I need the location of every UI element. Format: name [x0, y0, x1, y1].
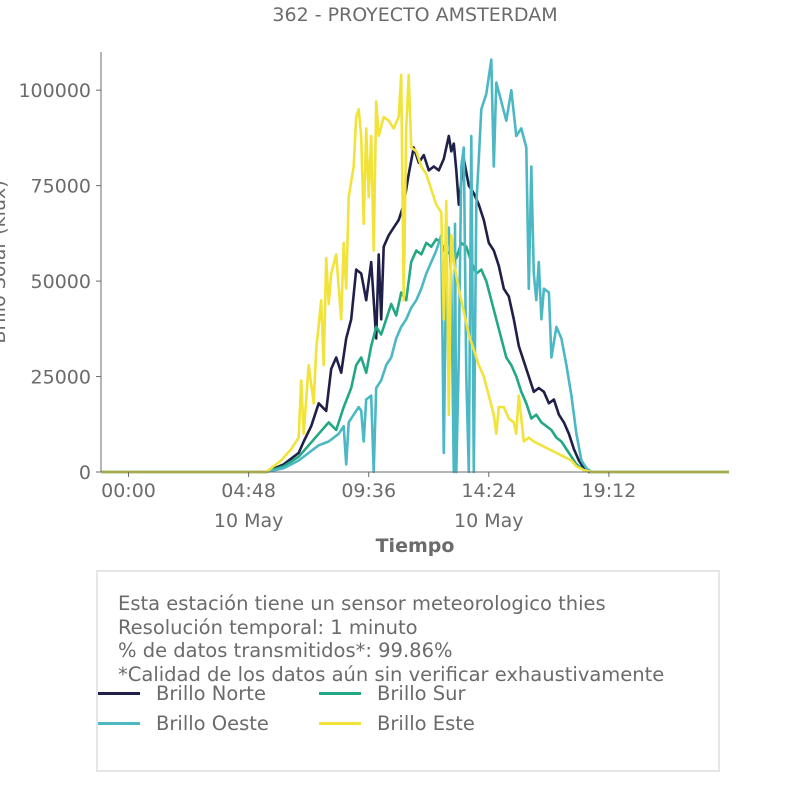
legend-label-sur: Brillo Sur	[377, 681, 466, 705]
legend-swatch-oeste	[98, 721, 140, 725]
line-chart: 362 - PROYECTO AMSTERDAM 0 25000 50000 7500…	[0, 4, 729, 557]
y-tick-label: 0	[79, 462, 91, 484]
legend-item-sur: Brillo Sur	[319, 679, 466, 707]
legend-item-oeste: Brillo Oeste	[98, 709, 269, 737]
info-panel: Esta estación tiene un sensor meteorolog…	[96, 570, 720, 772]
legend-item-norte: Brillo Norte	[98, 679, 266, 707]
legend-item-este: Brillo Este	[319, 709, 475, 737]
x-tick-date-label: 10 May	[454, 510, 524, 532]
chart-title: 362 - PROYECTO AMSTERDAM	[272, 4, 557, 26]
series-line-brillo-oeste	[101, 58, 729, 474]
x-tick-date-label: 10 May	[214, 510, 284, 532]
info-transmitted: % de datos transmitidos*: 99.86%	[118, 639, 453, 662]
y-tick-label: 50000	[31, 271, 91, 293]
legend-label-oeste: Brillo Oeste	[156, 711, 269, 735]
info-station: Esta estación tiene un sensor meteorolog…	[118, 592, 606, 615]
plot-area	[101, 58, 729, 474]
legend-label-norte: Brillo Norte	[156, 681, 266, 705]
x-axis-label: Tiempo	[376, 535, 455, 557]
info-resolution: Resolución temporal: 1 minuto	[118, 616, 418, 639]
x-tick-label: 09:36	[341, 480, 396, 502]
series-line-brillo-norte	[101, 134, 729, 474]
x-tick-label: 14:24	[461, 480, 516, 502]
y-tick-label: 75000	[31, 176, 91, 198]
info-quality-note: *Calidad de los datos aún sin verificar …	[118, 663, 665, 686]
legend-swatch-este	[319, 721, 361, 725]
series-line-brillo-este	[101, 73, 729, 474]
x-tick-label: 00:00	[101, 480, 156, 502]
axis-ticks: 0 25000 50000 75000 100000 00:00 04:48 10 May 09…	[18, 52, 729, 532]
legend-swatch-norte	[98, 691, 140, 695]
y-axis-label: Brillo Solar (klux)	[0, 180, 10, 343]
legend-swatch-sur	[319, 691, 361, 695]
x-tick-label: 19:12	[582, 480, 637, 502]
y-tick-label: 100000	[18, 80, 91, 102]
x-tick-label: 04:48	[221, 480, 276, 502]
y-tick-label: 25000	[31, 367, 91, 389]
series-line-brillo-sur	[101, 237, 729, 474]
legend-label-este: Brillo Este	[377, 711, 475, 735]
